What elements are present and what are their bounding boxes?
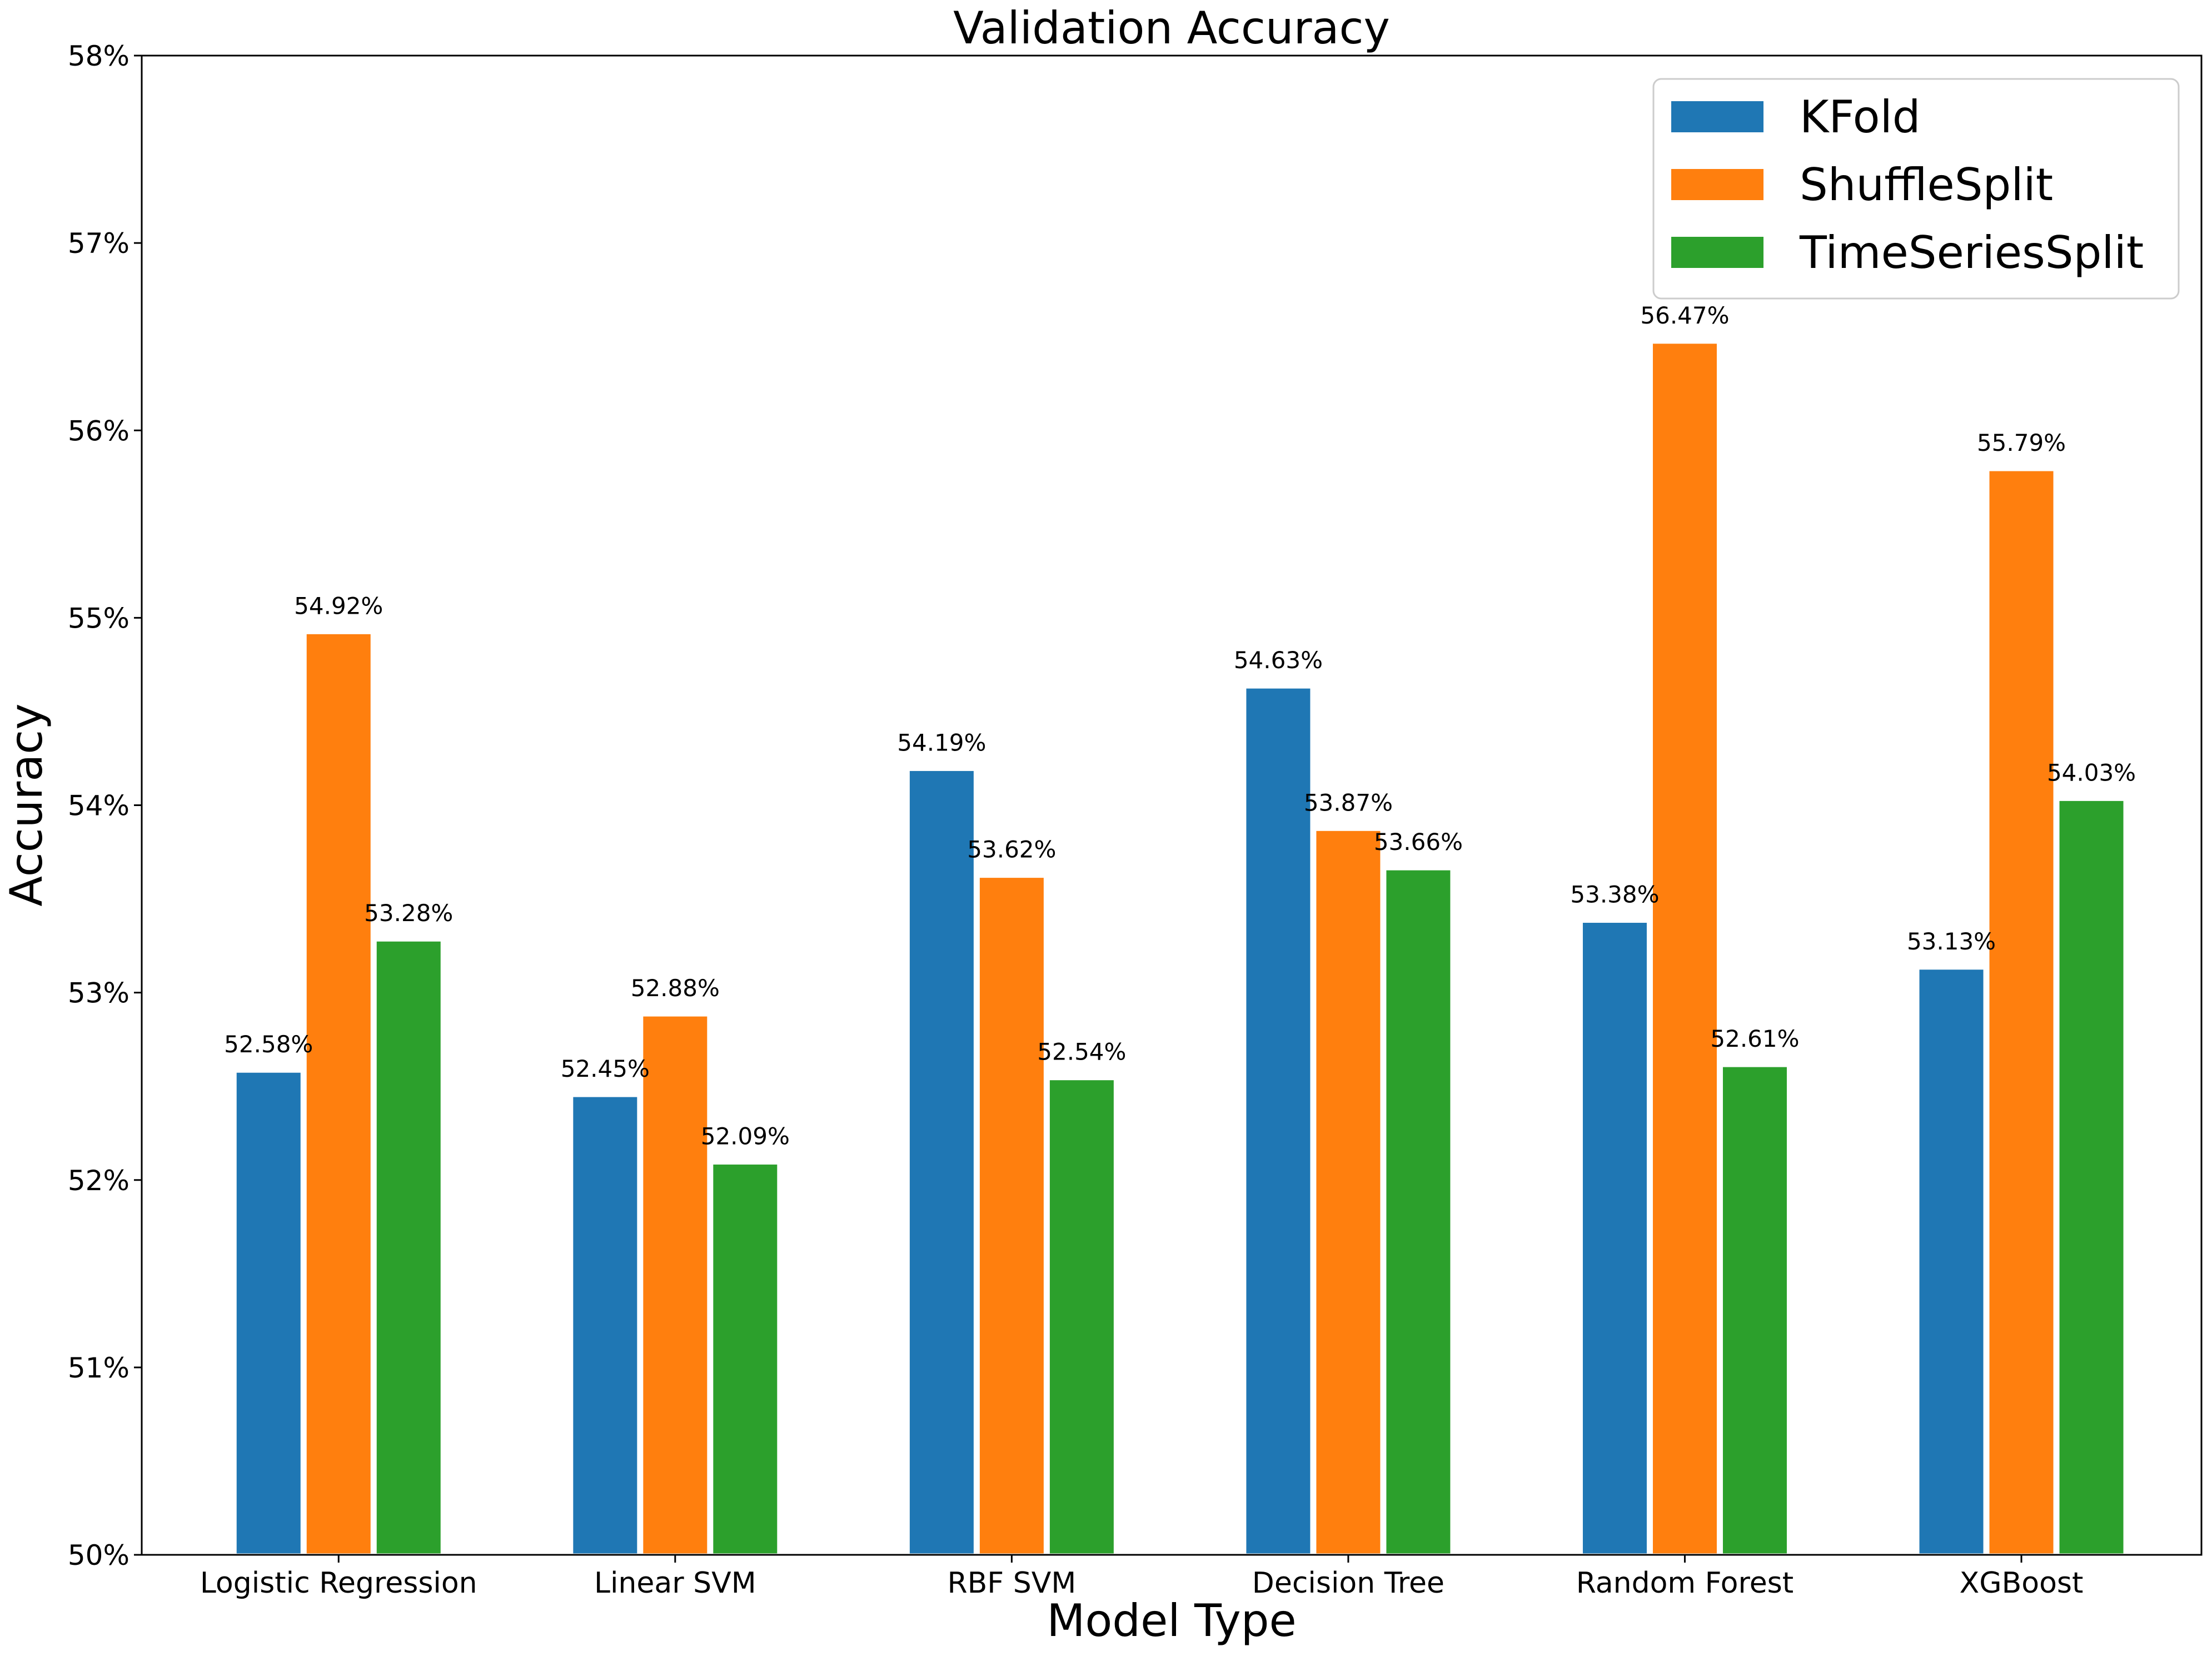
y-tick-label: 52%	[68, 1165, 129, 1197]
bar-kfold-5	[1916, 967, 1986, 1556]
x-axis: Logistic Regression Linear SVM RBF SVM Deci…	[200, 1555, 2084, 1600]
bar-kfold-1	[570, 1094, 640, 1556]
bar-labels-layer: 52.58% 54.92% 53.28% 52.45% 52.88% 52.09% 54.1…	[224, 302, 2136, 1150]
y-tick-label: 51%	[68, 1352, 129, 1384]
x-axis-title: Model Type	[1047, 1595, 1296, 1647]
y-tick-label: 57%	[68, 227, 129, 260]
y-tick-label: 55%	[68, 602, 129, 634]
bar-timeseriessplit-4	[1720, 1064, 1790, 1556]
bar-timeseriessplit-0	[373, 938, 444, 1556]
y-tick-label: 58%	[68, 40, 129, 72]
bar-value-label: 52.58%	[224, 1031, 313, 1058]
bar-value-label: 52.09%	[701, 1122, 790, 1150]
bar-value-label: 52.54%	[1037, 1038, 1126, 1066]
bar-shufflesplit-2	[977, 875, 1047, 1556]
bar-value-label: 52.45%	[561, 1055, 650, 1082]
bar-timeseriessplit-1	[710, 1161, 780, 1556]
bar-timeseriessplit-2	[1047, 1077, 1117, 1556]
bar-shufflesplit-5	[1986, 468, 2056, 1556]
x-tick-label: XGBoost	[1960, 1567, 2084, 1600]
bar-value-label: 55.79%	[1977, 429, 2066, 456]
x-tick-label: Random Forest	[1576, 1567, 1793, 1600]
bar-shufflesplit-0	[303, 631, 373, 1556]
bar-shufflesplit-1	[640, 1013, 710, 1556]
legend-label: KFold	[1800, 91, 1921, 143]
bar-shufflesplit-4	[1650, 341, 1720, 1556]
y-axis: 50% 51% 52% 53% 54% 55% 56% 57% 58%	[68, 40, 142, 1572]
bar-value-label: 54.63%	[1234, 647, 1323, 674]
x-tick-label: Linear SVM	[594, 1567, 756, 1600]
bar-value-label: 53.62%	[967, 836, 1056, 863]
bar-value-label: 54.03%	[2047, 759, 2136, 786]
y-tick-label: 53%	[68, 977, 129, 1009]
plot-frame	[141, 54, 2203, 1556]
y-tick-label: 50%	[68, 1539, 129, 1572]
y-tick-label: 54%	[68, 790, 129, 822]
bar-value-label: 52.88%	[631, 974, 720, 1002]
bar-timeseriessplit-3	[1383, 867, 1453, 1556]
bar-shufflesplit-3	[1313, 828, 1383, 1556]
legend-frame	[1652, 78, 2180, 300]
bar-value-label: 56.47%	[1640, 302, 1729, 329]
bar-value-label: 54.19%	[897, 729, 986, 756]
legend-label: ShuffleSplit	[1800, 159, 2053, 211]
legend-swatch-kfold	[1671, 101, 1763, 132]
bar-value-label: 53.13%	[1907, 928, 1996, 955]
bars-layer	[233, 341, 2126, 1556]
legend-swatch-timeseriessplit	[1671, 237, 1763, 268]
legend-swatch-shufflesplit	[1671, 169, 1763, 200]
bar-value-label: 53.28%	[364, 899, 453, 927]
bar-value-label: 53.38%	[1570, 881, 1659, 908]
legend-label: TimeSeriesSplit	[1799, 227, 2144, 279]
bar-kfold-3	[1243, 685, 1313, 1556]
chart-title: Validation Accuracy	[953, 2, 1390, 54]
bar-kfold-0	[233, 1070, 303, 1556]
bar-kfold-2	[906, 768, 977, 1556]
bar-value-label: 53.87%	[1304, 789, 1393, 816]
bar-value-label: 53.66%	[1374, 828, 1463, 856]
x-tick-label: Logistic Regression	[200, 1567, 477, 1600]
bar-value-label: 52.61%	[1710, 1025, 1799, 1052]
y-tick-label: 56%	[68, 415, 129, 447]
bar-kfold-4	[1580, 920, 1650, 1556]
legend: KFold ShuffleSplit TimeSeriesSplit	[1652, 78, 2180, 300]
bar-value-label: 54.92%	[294, 592, 383, 619]
x-tick-label: Decision Tree	[1252, 1567, 1444, 1600]
bar-timeseriessplit-5	[2056, 798, 2126, 1556]
y-axis-title: Accuracy	[1, 703, 52, 906]
x-tick-label: RBF SVM	[948, 1567, 1077, 1600]
